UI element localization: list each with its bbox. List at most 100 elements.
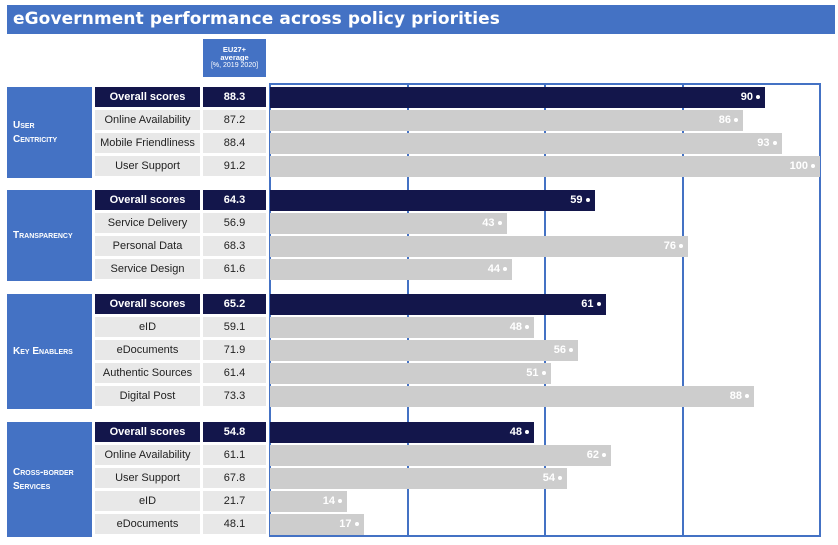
row-label: Overall scores xyxy=(95,294,200,314)
bar-end-marker xyxy=(497,221,502,225)
row-average: 56.9 xyxy=(203,213,266,233)
row-label: Authentic Sources xyxy=(95,363,200,383)
bar-end-marker xyxy=(811,164,815,168)
row-average: 71.9 xyxy=(203,340,266,360)
row-average: 59.1 xyxy=(203,317,266,337)
bar-end-marker xyxy=(772,141,777,145)
row-label: Overall scores xyxy=(95,422,200,442)
bar xyxy=(270,86,765,108)
bar-end-marker xyxy=(503,267,507,271)
row-average: 88.3 xyxy=(203,87,266,107)
avg-header-line3: [%, 2019 2020] xyxy=(210,62,259,69)
title-bar: eGovernment performance across policy pr… xyxy=(7,5,835,34)
avg-header-line2: average xyxy=(220,53,249,62)
bar-end-marker xyxy=(525,430,529,434)
row-label: eID xyxy=(95,317,200,337)
bar-value-label: 59 xyxy=(570,193,583,206)
bar xyxy=(270,132,782,154)
bar-end-marker xyxy=(596,302,601,306)
row-label: User Support xyxy=(95,468,200,488)
row-average: 91.2 xyxy=(203,156,266,176)
bar-end-marker xyxy=(541,371,546,375)
row-label: Overall scores xyxy=(95,87,200,107)
bar xyxy=(270,316,534,338)
bar xyxy=(270,362,551,384)
bar xyxy=(270,212,507,234)
row-average: 21.7 xyxy=(203,491,266,511)
row-average: 65.2 xyxy=(203,294,266,314)
bar-value-label: 56 xyxy=(553,343,566,356)
row-average: 67.8 xyxy=(203,468,266,488)
bar-end-marker xyxy=(602,453,606,457)
row-label: eDocuments xyxy=(95,340,200,360)
row-average: 73.3 xyxy=(203,386,266,406)
bar xyxy=(270,293,606,315)
row-label: Online Availability xyxy=(95,445,200,465)
bar-value-label: 17 xyxy=(339,517,352,530)
bar xyxy=(270,513,364,535)
section-label-2: Key Enablers xyxy=(7,294,92,409)
bar xyxy=(270,490,347,512)
bar-end-marker xyxy=(354,522,359,526)
bar-end-marker xyxy=(585,198,590,202)
bar-value-label: 100 xyxy=(789,159,808,172)
row-label: Personal Data xyxy=(95,236,200,256)
row-label: Service Delivery xyxy=(95,213,200,233)
row-average: 64.3 xyxy=(203,190,266,210)
bar-value-label: 43 xyxy=(482,216,495,229)
bar-end-marker xyxy=(679,244,683,248)
row-label: Mobile Friendliness xyxy=(95,133,200,153)
bar-value-label: 61 xyxy=(581,297,594,310)
gridline-75 xyxy=(681,83,684,537)
bar-end-marker xyxy=(745,394,749,398)
row-average: 61.6 xyxy=(203,259,266,279)
section-label-3: Cross-border Services xyxy=(7,422,92,537)
bar-value-label: 86 xyxy=(718,113,731,126)
bar-end-marker xyxy=(338,499,342,503)
bar-value-label: 48 xyxy=(509,425,522,438)
row-average: 61.1 xyxy=(203,445,266,465)
row-label: Service Design xyxy=(95,259,200,279)
bar xyxy=(270,189,595,211)
bar-end-marker xyxy=(525,325,529,329)
bar xyxy=(270,339,578,361)
row-label: eID xyxy=(95,491,200,511)
bar-value-label: 62 xyxy=(586,448,599,461)
bar xyxy=(270,467,567,489)
bar-value-label: 90 xyxy=(740,90,753,103)
bar-value-label: 93 xyxy=(757,136,770,149)
bar-value-label: 44 xyxy=(487,262,500,275)
average-column-header: EU27+ average [%, 2019 2020] xyxy=(203,39,266,77)
bar-end-marker xyxy=(734,118,738,122)
row-label: eDocuments xyxy=(95,514,200,534)
bar-end-marker xyxy=(558,476,562,480)
bar-value-label: 48 xyxy=(509,320,522,333)
row-average: 68.3 xyxy=(203,236,266,256)
section-label-0: User Centricity xyxy=(7,87,92,178)
row-label: Overall scores xyxy=(95,190,200,210)
section-label-1: Transparency xyxy=(7,190,92,281)
bar-end-marker xyxy=(756,95,760,99)
bar xyxy=(270,155,820,177)
avg-header-line1: EU27+ xyxy=(222,45,247,54)
bar xyxy=(270,444,611,466)
row-label: User Support xyxy=(95,156,200,176)
chart-title: eGovernment performance across policy pr… xyxy=(13,9,501,29)
bar-end-marker xyxy=(569,348,573,352)
bar-value-label: 88 xyxy=(729,389,742,402)
bar xyxy=(270,421,534,443)
bar-value-label: 54 xyxy=(542,471,555,484)
row-average: 88.4 xyxy=(203,133,266,153)
bar xyxy=(270,109,743,131)
bar xyxy=(270,385,754,407)
row-average: 87.2 xyxy=(203,110,266,130)
bar-value-label: 51 xyxy=(526,366,539,379)
bar xyxy=(270,258,512,280)
row-label: Digital Post xyxy=(95,386,200,406)
bar-value-label: 14 xyxy=(322,494,335,507)
row-average: 61.4 xyxy=(203,363,266,383)
bar-value-label: 76 xyxy=(663,239,676,252)
row-average: 54.8 xyxy=(203,422,266,442)
bar xyxy=(270,235,688,257)
row-label: Online Availability xyxy=(95,110,200,130)
